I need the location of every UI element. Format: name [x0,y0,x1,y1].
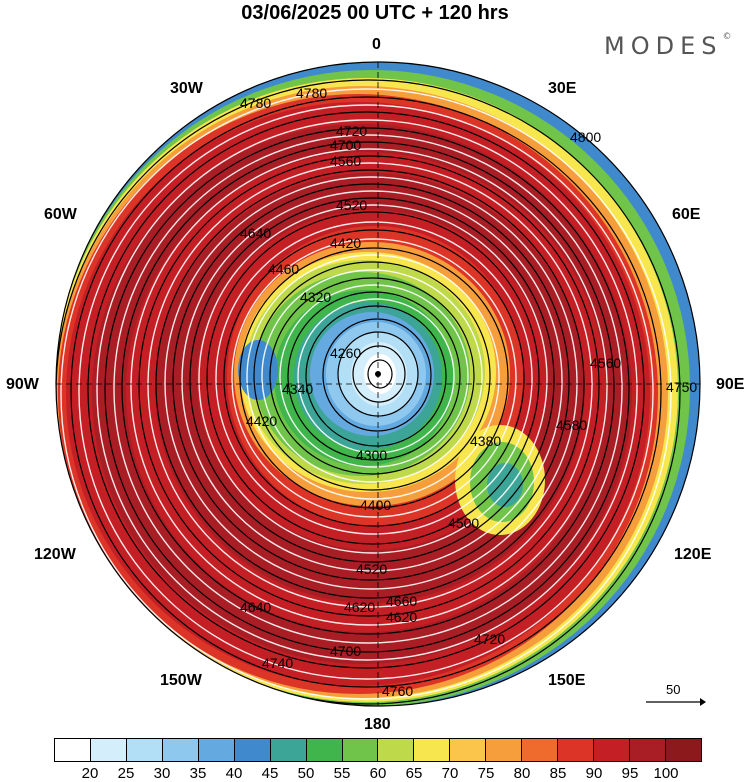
longitude-label-150w: 150W [160,672,202,689]
contour-label: 4380 [470,433,501,449]
colorbar-swatch [162,739,199,761]
longitude-label-180: 180 [364,716,391,733]
colorbar-tick-label: 40 [225,765,243,782]
contour-label: 4700 [330,137,361,153]
colorbar-swatch [234,739,271,761]
map-boundary [55,61,701,707]
colorbar-tick-label: 80 [513,765,531,782]
colorbar-swatch [594,739,630,761]
contour-label: 4300 [356,447,387,463]
contour-label: 4640 [240,225,271,241]
brand-name: MODES [604,32,723,60]
colorbar-ticks: 20 25 30 35 40 45 50 55 60 65 70 75 80 85 90 95 100 [54,766,702,782]
contour-label: 4700 [330,643,361,659]
contour-label: 4640 [240,599,271,615]
colorbar-swatch [486,739,523,761]
contour-label: 4800 [570,129,601,145]
colorbar-tick-label: 35 [189,765,207,782]
reference-vector-value: 50 [666,682,681,697]
colorbar-tick-label: 85 [549,765,567,782]
contour-label: 4420 [246,413,277,429]
colorbar-swatch [665,739,701,761]
colorbar-swatch [55,739,91,761]
colorbar-tick-label: 50 [297,765,315,782]
colorbar-swatch [414,739,451,761]
contour-label: 4780 [240,95,271,111]
longitude-label-60w: 60W [44,206,77,223]
colorbar-tick-label: 30 [153,765,171,782]
longitude-label-30e: 30E [548,80,577,97]
colorbar-tick-label: 100 [653,765,679,782]
colorbar-tick-label: 45 [261,765,279,782]
contour-label: 4720 [336,123,367,139]
contour-label: 4620 [386,609,417,625]
colorbar-tick-label: 65 [405,765,423,782]
longitude-label-120e: 120E [674,546,712,563]
graticule [56,62,700,706]
colorbar-swatch [198,739,235,761]
contour-label: 4620 [344,599,375,615]
longitude-label-120w: 120W [34,546,76,563]
reference-vector-arrow-icon [646,698,706,706]
contour-label: 4660 [386,593,417,609]
longitude-label-150e: 150E [548,672,586,689]
brand-logo: MODES© [604,32,731,60]
longitude-label-0: 0 [372,36,381,53]
contour-label: 4520 [336,197,367,213]
colorbar-tick-label: 60 [369,765,387,782]
colorbar-swatch [126,739,163,761]
low-center-marker [375,371,381,377]
contour-label: 4560 [590,355,621,371]
contour-label: 4260 [330,345,361,361]
colorbar [54,738,702,762]
colorbar-swatch [270,739,307,761]
contour-label: 4500 [448,515,479,531]
contour-label: 4420 [330,235,361,251]
wind-streamlines [60,88,672,700]
longitude-label-60e: 60E [672,206,701,223]
contour-label-group: 4780 4780 4720 4700 4640 4620 4560 4520 … [240,85,697,699]
colorbar-tick-label: 75 [477,765,495,782]
contour-label: 4340 [282,381,313,397]
contour-label: 4760 [382,683,413,699]
longitude-label-90w: 90W [6,376,39,393]
colorbar-tick-label: 95 [621,765,639,782]
colorbar-swatch [342,739,379,761]
colorbar-swatch [450,739,487,761]
contour-label: 4320 [300,289,331,305]
longitude-label-30w: 30W [170,80,203,97]
contour-label: 4580 [556,417,587,433]
colorbar-tick-label: 90 [585,765,603,782]
colorbar-tick-label: 55 [333,765,351,782]
colorbar-tick-label: 25 [117,765,135,782]
colorbar-swatch [630,739,666,761]
contour-label: 4740 [262,655,293,671]
contour-label: 4720 [474,631,505,647]
contour-label: 4460 [268,261,299,277]
colorbar-swatch [378,739,415,761]
colorbar-tick-label: 20 [81,765,99,782]
colorbar-swatch [558,739,595,761]
colorbar-swatch [90,739,127,761]
contour-label: 4400 [360,497,391,513]
contour-label: 4780 [296,85,327,101]
colorbar-swatch [522,739,559,761]
longitude-label-90e: 90E [716,376,745,393]
contour-label: 4750 [666,379,697,395]
colorbar-swatch [306,739,343,761]
map-title: 03/06/2025 00 UTC + 120 hrs [241,2,509,24]
colorbar-tick-label: 70 [441,765,459,782]
contour-label: 4560 [330,153,361,169]
contour-label: 4520 [356,561,387,577]
copyright-mark: © [722,32,732,42]
